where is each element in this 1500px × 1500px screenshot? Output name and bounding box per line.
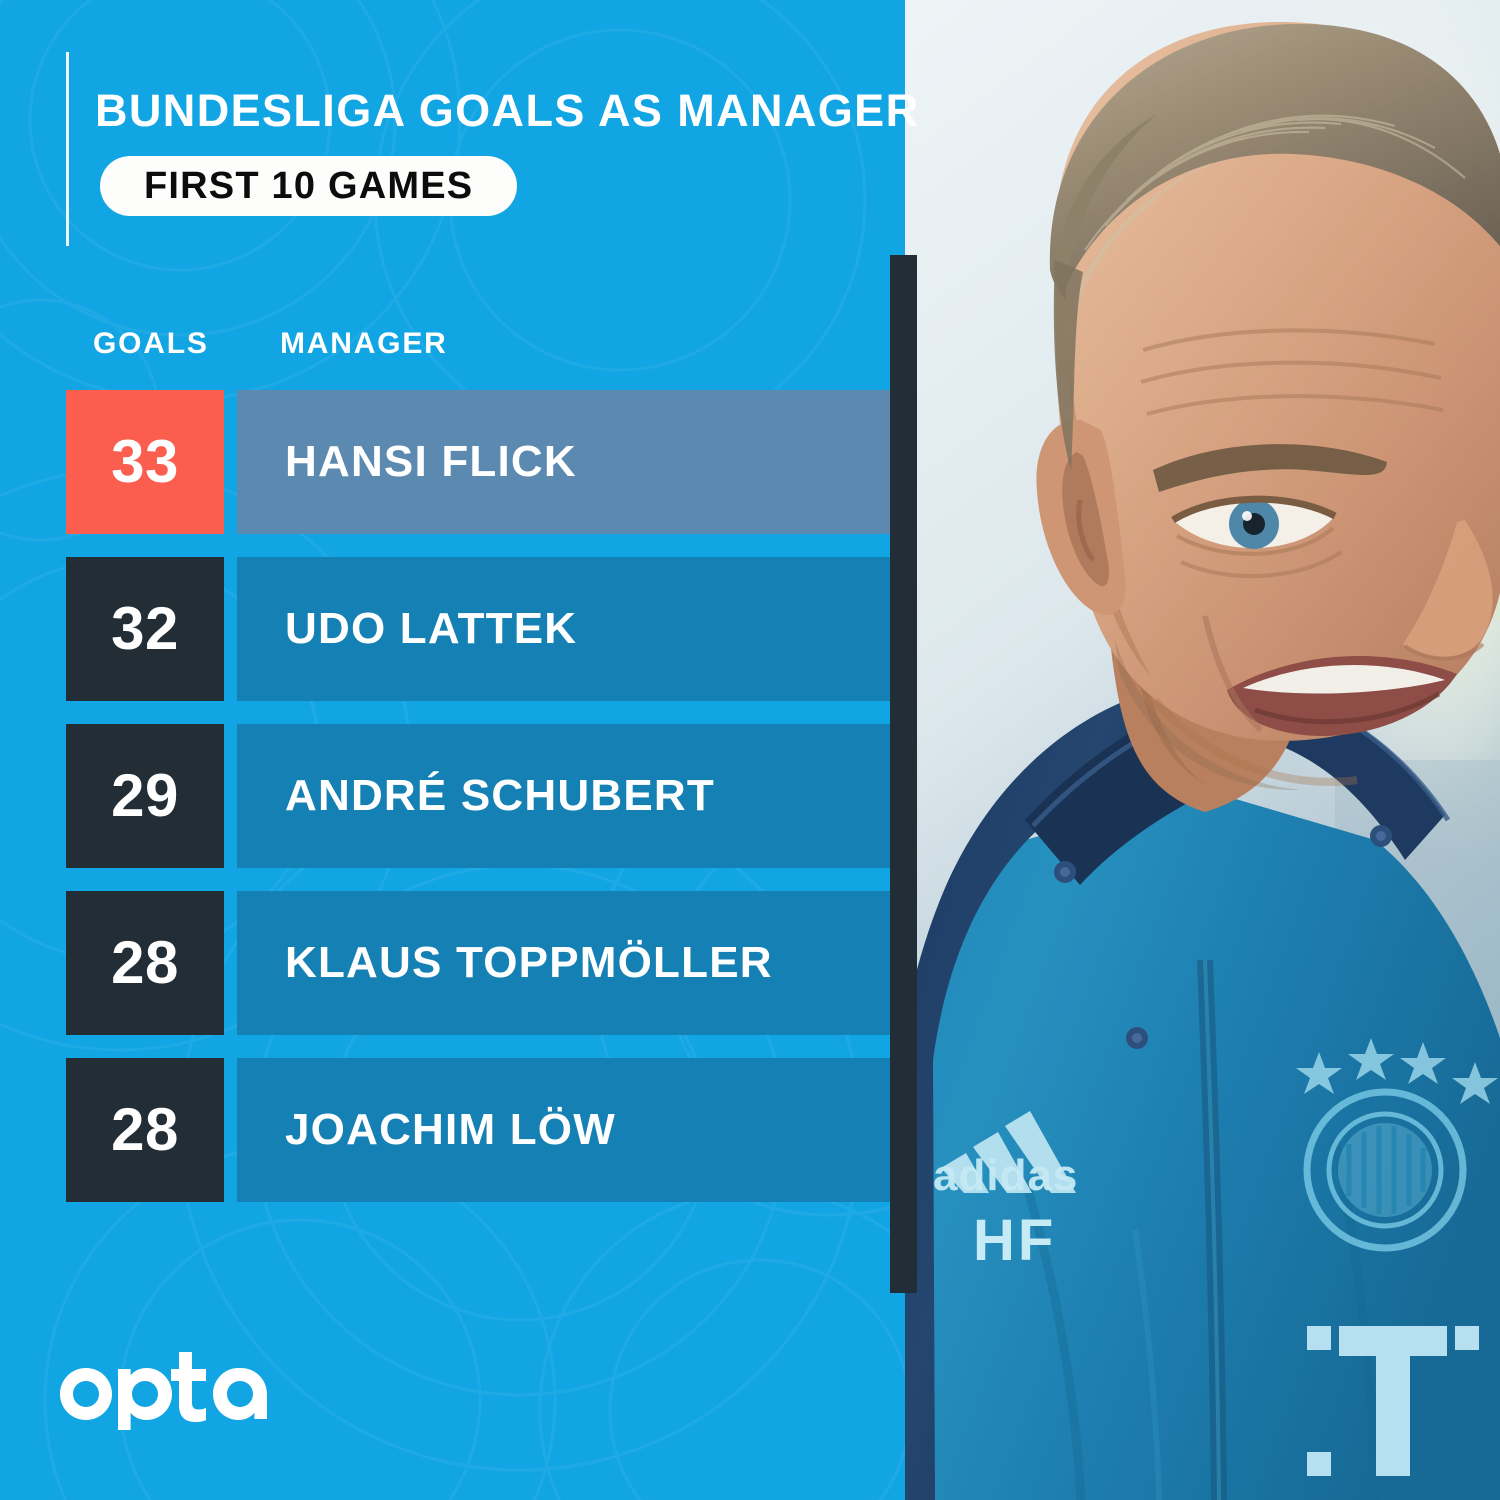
- manager-photo: adidas adidas HF: [905, 0, 1500, 1500]
- manager-cell: UDO LATTEK: [237, 557, 890, 701]
- accent-divider-bar: [890, 255, 917, 1293]
- svg-text:HF: HF: [973, 1208, 1056, 1273]
- manager-cell: HANSI FLICK: [237, 390, 890, 534]
- goals-cell: 33: [66, 390, 224, 534]
- table-row: 32 UDO LATTEK: [0, 557, 1500, 701]
- manager-cell: KLAUS TOPPMÖLLER: [237, 891, 890, 1035]
- goals-cell: 28: [66, 891, 224, 1035]
- subtitle-badge: FIRST 10 GAMES: [100, 156, 518, 216]
- page-title: BUNDESLIGA GOALS AS MANAGER: [95, 85, 920, 136]
- column-header-manager: MANAGER: [280, 327, 448, 360]
- goals-value: 28: [111, 929, 179, 996]
- header-accent-rule: [66, 52, 69, 246]
- goals-cell: 29: [66, 724, 224, 868]
- svg-text:adidas: adidas: [933, 1151, 1078, 1200]
- table-row: 28 KLAUS TOPPMÖLLER: [0, 891, 1500, 1035]
- manager-cell: ANDRÉ SCHUBERT: [237, 724, 890, 868]
- subtitle-badge-label: FIRST 10 GAMES: [144, 164, 474, 207]
- goals-cell: 28: [66, 1058, 224, 1202]
- manager-cell: JOACHIM LÖW: [237, 1058, 890, 1202]
- manager-name: ANDRÉ SCHUBERT: [285, 771, 715, 820]
- table-row: 29 ANDRÉ SCHUBERT: [0, 724, 1500, 868]
- goals-cell: 32: [66, 557, 224, 701]
- column-header-goals: GOALS: [93, 327, 209, 360]
- goals-value: 32: [111, 595, 179, 662]
- table-row: 28 JOACHIM LÖW: [0, 1058, 1500, 1202]
- manager-name: HANSI FLICK: [285, 437, 577, 486]
- goals-value: 29: [111, 762, 179, 829]
- manager-name: UDO LATTEK: [285, 604, 578, 653]
- table-row: 33 HANSI FLICK: [0, 390, 1500, 534]
- opta-logo: [60, 1352, 267, 1430]
- goals-value: 28: [111, 1096, 179, 1163]
- goals-value: 33: [111, 428, 179, 495]
- manager-name: KLAUS TOPPMÖLLER: [285, 938, 773, 987]
- manager-name: JOACHIM LÖW: [285, 1105, 616, 1154]
